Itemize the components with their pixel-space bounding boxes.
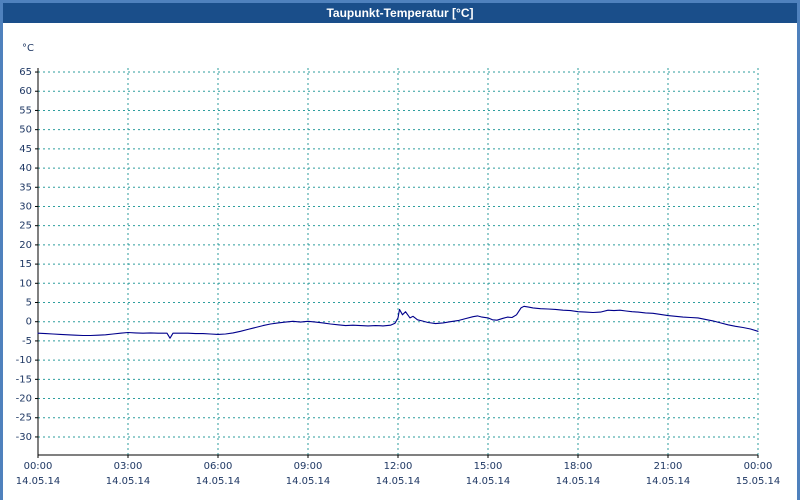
y-tick-label: 35 <box>19 182 32 193</box>
grid-lines <box>37 68 759 455</box>
y-axis-unit-label: °C <box>22 43 34 54</box>
chart-title: Taupunkt-Temperatur [°C] <box>3 3 797 23</box>
x-tick-date-label: 14.05.14 <box>196 476 241 487</box>
x-tick-time-label: 06:00 <box>204 461 233 472</box>
y-tick-label: 65 <box>19 67 32 78</box>
y-tick-label: 45 <box>19 144 32 155</box>
y-tick-label: -10 <box>16 355 32 366</box>
x-tick-date-label: 15.05.14 <box>736 476 781 487</box>
y-tick-label: -25 <box>16 413 32 424</box>
series-lines <box>37 305 759 339</box>
x-tick-time-label: 09:00 <box>294 461 323 472</box>
x-tick-date-label: 14.05.14 <box>106 476 151 487</box>
x-tick-date-label: 14.05.14 <box>376 476 421 487</box>
y-tick-label: 50 <box>19 125 32 136</box>
y-tick-label: 0 <box>26 317 32 328</box>
y-tick-label: -20 <box>16 394 32 405</box>
dewpoint-series-line <box>37 305 759 339</box>
dewpoint-line-chart: 65605550454035302520151050-5-10-15-20-25… <box>16 43 781 487</box>
y-tick-label: 5 <box>26 298 32 309</box>
y-tick-label: 60 <box>19 86 32 97</box>
plot-area: 65 60 55 50 45 40 35 30 25 20 15 10 5 0 -5 -10 -15 -20 -25… <box>3 23 797 502</box>
x-axis-tick-labels: 00:00 14.05.14 03:00 14.05.14 06:00 14.05.14 0… <box>16 461 781 487</box>
x-tick-time-label: 21:00 <box>654 461 683 472</box>
y-tick-label: 15 <box>19 259 32 270</box>
y-tick-label: 55 <box>19 105 32 116</box>
y-tick-label: 30 <box>19 201 32 212</box>
x-tick-time-label: 00:00 <box>24 461 53 472</box>
axis-lines <box>35 68 759 458</box>
x-tick-date-label: 14.05.14 <box>466 476 511 487</box>
y-axis-tick-labels: 65605550454035302520151050-5-10-15-20-25… <box>16 43 34 443</box>
y-tick-label: -15 <box>16 374 32 385</box>
y-tick-label: 40 <box>19 163 32 174</box>
x-tick-date-label: 14.05.14 <box>16 476 61 487</box>
y-tick-label: -5 <box>22 336 32 347</box>
x-tick-date-label: 14.05.14 <box>646 476 691 487</box>
x-tick-time-label: 15:00 <box>474 461 503 472</box>
x-tick-date-label: 14.05.14 <box>286 476 331 487</box>
x-tick-date-label: 14.05.14 <box>556 476 601 487</box>
x-tick-time-label: 12:00 <box>384 461 413 472</box>
y-tick-label: 10 <box>19 278 32 289</box>
y-tick-label: 25 <box>19 221 32 232</box>
x-tick-time-label: 00:00 <box>744 461 773 472</box>
y-tick-label: 20 <box>19 240 32 251</box>
y-tick-label: -30 <box>16 432 32 443</box>
x-tick-time-label: 03:00 <box>114 461 143 472</box>
x-tick-time-label: 18:00 <box>564 461 593 472</box>
